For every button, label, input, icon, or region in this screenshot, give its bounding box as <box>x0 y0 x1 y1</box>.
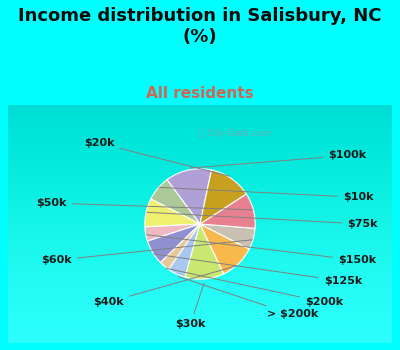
Text: $30k: $30k <box>175 284 206 329</box>
Wedge shape <box>200 224 249 274</box>
Text: $60k: $60k <box>41 240 252 265</box>
Wedge shape <box>167 169 212 224</box>
Wedge shape <box>145 224 200 241</box>
Wedge shape <box>145 199 200 227</box>
Text: > $200k: > $200k <box>178 276 318 320</box>
Text: $50k: $50k <box>36 198 252 210</box>
Text: $200k: $200k <box>166 268 343 307</box>
Text: $100k: $100k <box>190 150 367 168</box>
Text: All residents: All residents <box>146 86 254 101</box>
Wedge shape <box>200 224 255 249</box>
Text: $150k: $150k <box>146 235 376 265</box>
Wedge shape <box>148 224 200 262</box>
Text: ⓘ City-Data.com: ⓘ City-Data.com <box>199 129 272 138</box>
Wedge shape <box>185 224 224 279</box>
Wedge shape <box>151 180 200 224</box>
Wedge shape <box>200 194 255 228</box>
Text: $40k: $40k <box>93 266 237 307</box>
Text: Income distribution in Salisbury, NC
(%): Income distribution in Salisbury, NC (%) <box>18 7 382 46</box>
Text: $75k: $75k <box>147 212 378 229</box>
Text: $125k: $125k <box>154 254 362 286</box>
Wedge shape <box>169 224 200 277</box>
Text: $20k: $20k <box>84 138 230 176</box>
Wedge shape <box>160 224 200 270</box>
Text: $10k: $10k <box>159 187 373 202</box>
Wedge shape <box>200 170 246 224</box>
